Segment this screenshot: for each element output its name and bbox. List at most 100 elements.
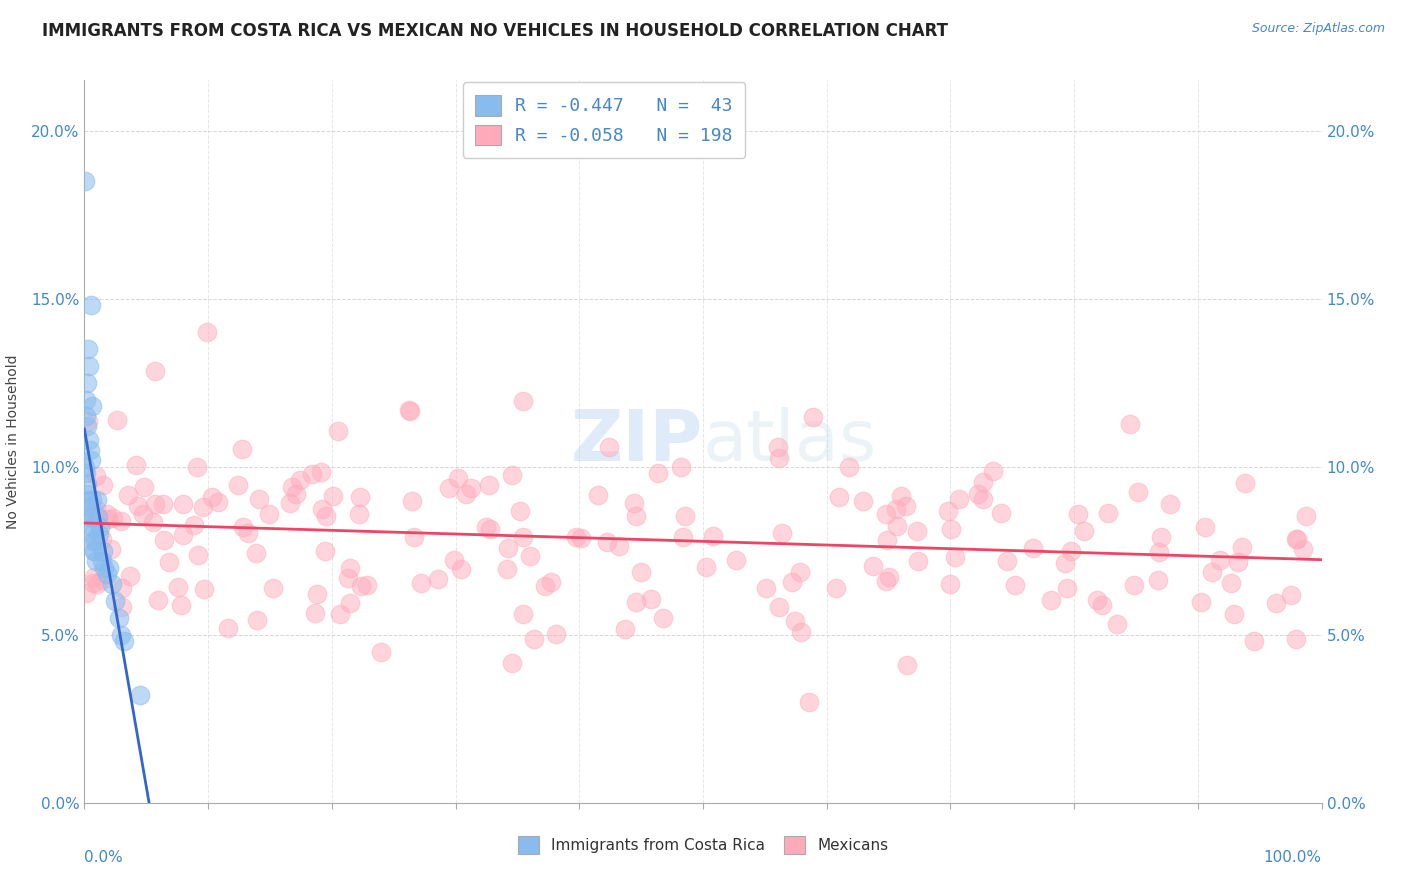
Point <box>110 599 132 614</box>
Point <box>339 597 361 611</box>
Point <box>79 510 101 524</box>
Point <box>884 502 907 516</box>
Point <box>790 625 813 640</box>
Point <box>862 558 884 573</box>
Point <box>1097 506 1119 520</box>
Point <box>1091 598 1114 612</box>
Point <box>398 402 420 417</box>
Point <box>981 465 1004 479</box>
Point <box>595 534 617 549</box>
Point <box>875 574 897 588</box>
Point <box>236 526 259 541</box>
Point <box>105 413 128 427</box>
Point <box>695 560 717 574</box>
Point <box>724 553 747 567</box>
Point <box>322 490 344 504</box>
Point <box>76 419 98 434</box>
Point <box>336 571 359 585</box>
Point <box>939 576 962 591</box>
Point <box>339 560 361 574</box>
Point <box>780 574 803 589</box>
Point <box>783 614 806 628</box>
Point <box>96 567 118 582</box>
Point <box>96 512 118 526</box>
Point <box>896 658 918 673</box>
Point <box>875 507 897 521</box>
Point <box>93 560 115 574</box>
Point <box>478 478 501 492</box>
Point <box>409 575 432 590</box>
Point <box>169 598 191 612</box>
Point <box>125 458 148 472</box>
Point <box>1219 576 1241 591</box>
Point <box>157 555 180 569</box>
Point <box>281 480 304 494</box>
Point <box>1265 596 1288 610</box>
Point <box>598 440 620 454</box>
Point <box>91 477 114 491</box>
Point <box>370 645 392 659</box>
Point <box>768 600 790 615</box>
Point <box>1123 578 1146 592</box>
Point <box>315 509 337 524</box>
Point <box>104 594 127 608</box>
Point <box>569 531 592 545</box>
Point <box>75 392 97 407</box>
Point <box>1119 417 1142 432</box>
Point <box>246 613 269 627</box>
Point <box>79 442 101 457</box>
Point <box>100 542 122 557</box>
Point <box>191 500 214 515</box>
Point <box>647 466 669 480</box>
Point <box>76 476 98 491</box>
Point <box>936 504 959 518</box>
Point <box>80 453 103 467</box>
Point <box>347 507 370 521</box>
Point <box>1056 581 1078 595</box>
Point <box>311 501 333 516</box>
Point <box>478 522 501 536</box>
Point <box>309 465 332 479</box>
Point <box>1147 573 1170 587</box>
Point <box>495 562 517 576</box>
Point <box>82 533 104 548</box>
Point <box>437 481 460 495</box>
Point <box>1053 556 1076 570</box>
Point <box>304 606 326 620</box>
Point <box>1073 524 1095 538</box>
Point <box>148 593 170 607</box>
Legend: Immigrants from Costa Rica, Mexicans: Immigrants from Costa Rica, Mexicans <box>512 830 894 860</box>
Point <box>167 580 190 594</box>
Point <box>83 543 105 558</box>
Point <box>402 530 425 544</box>
Point <box>329 607 352 622</box>
Point <box>183 518 205 533</box>
Point <box>801 409 824 424</box>
Point <box>285 487 308 501</box>
Point <box>456 487 478 501</box>
Point <box>1292 542 1315 557</box>
Point <box>828 490 851 504</box>
Point <box>907 554 929 568</box>
Point <box>1149 531 1171 545</box>
Point <box>89 527 111 541</box>
Point <box>824 581 846 595</box>
Point <box>142 515 165 529</box>
Point <box>101 510 124 524</box>
Point <box>512 394 534 409</box>
Point <box>76 376 98 390</box>
Point <box>398 404 420 418</box>
Text: Source: ZipAtlas.com: Source: ZipAtlas.com <box>1251 22 1385 36</box>
Point <box>1022 541 1045 556</box>
Point <box>498 541 520 555</box>
Point <box>75 459 97 474</box>
Point <box>990 506 1012 520</box>
Point <box>86 576 108 591</box>
Point <box>349 491 371 505</box>
Point <box>755 581 778 595</box>
Point <box>207 494 229 508</box>
Point <box>630 566 652 580</box>
Point <box>226 477 249 491</box>
Point <box>624 595 647 609</box>
Point <box>91 532 114 546</box>
